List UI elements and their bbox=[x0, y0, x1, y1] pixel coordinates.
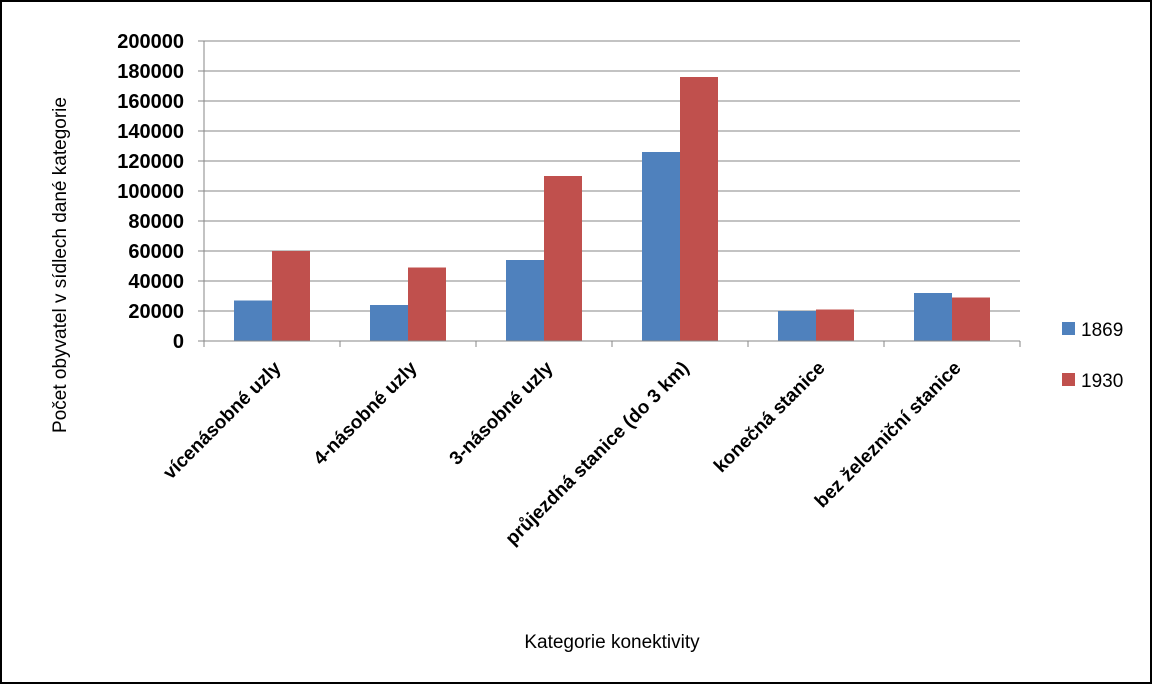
y-tick-label: 40000 bbox=[128, 271, 184, 293]
bar-1869-6 bbox=[914, 293, 952, 341]
bar-1930-6 bbox=[952, 297, 990, 341]
y-tick-label: 140000 bbox=[117, 121, 184, 143]
bar-1930-1 bbox=[272, 251, 310, 341]
bar-1869-1 bbox=[234, 300, 272, 341]
y-tick-label: 100000 bbox=[117, 181, 184, 203]
bar-1869-5 bbox=[778, 311, 816, 341]
bar-1930-5 bbox=[816, 309, 854, 341]
x-tick-label: vícenásobné uzly bbox=[159, 357, 285, 483]
y-tick-label: 120000 bbox=[117, 151, 184, 173]
y-tick-label: 160000 bbox=[117, 91, 184, 113]
y-tick-labels: 0 20000 40000 60000 80000 100000 120000 140000 1… bbox=[117, 31, 184, 353]
y-tick-label: 20000 bbox=[128, 301, 184, 323]
bar-1869-3 bbox=[506, 260, 544, 341]
y-tick-label: 80000 bbox=[128, 211, 184, 233]
bar-1930-4 bbox=[680, 77, 718, 341]
x-tick-labels: vícenásobné uzly 4-násobné uzly 3-násobné … bbox=[159, 357, 965, 549]
legend-swatch-1930 bbox=[1062, 373, 1075, 386]
gridlines bbox=[204, 40, 1020, 312]
x-tick-label: 3-násobné uzly bbox=[446, 357, 558, 469]
legend-label-1930: 1930 bbox=[1081, 371, 1123, 392]
y-tick-label: 200000 bbox=[117, 31, 184, 53]
x-tick-label: bez železniční stanice bbox=[811, 358, 965, 512]
legend-swatch-1869 bbox=[1062, 322, 1075, 335]
y-tick-label: 0 bbox=[173, 331, 184, 353]
x-tick-label: konečná stanice bbox=[710, 358, 829, 477]
bar-1930-2 bbox=[408, 267, 446, 341]
x-tick-label: 4-násobné uzly bbox=[310, 357, 422, 469]
bar-1869-2 bbox=[370, 305, 408, 341]
x-axis-title: Kategorie konektivity bbox=[524, 632, 700, 653]
bar-1869-4 bbox=[642, 152, 680, 341]
y-tick-label: 60000 bbox=[128, 241, 184, 263]
y-axis-title: Počet obyvatel v sídlech dané kategorie bbox=[50, 97, 71, 433]
legend: 1869 1930 bbox=[1062, 320, 1123, 392]
bars bbox=[234, 77, 990, 341]
legend-label-1869: 1869 bbox=[1081, 320, 1123, 341]
axes bbox=[198, 40, 1021, 347]
bar-1930-3 bbox=[544, 176, 582, 341]
y-tick-label: 180000 bbox=[117, 61, 184, 83]
